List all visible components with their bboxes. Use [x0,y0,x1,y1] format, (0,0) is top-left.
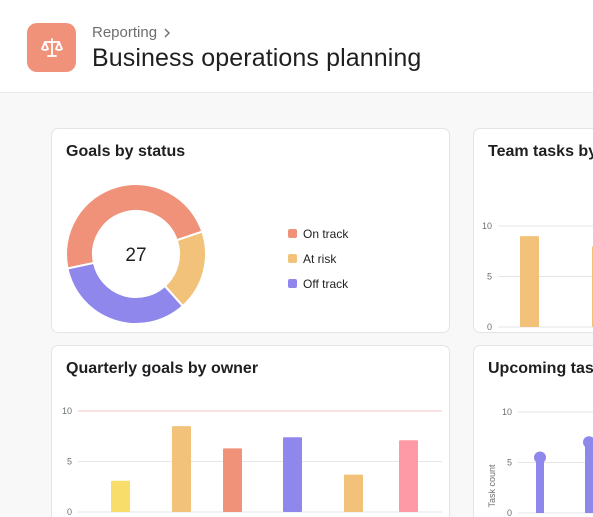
legend-item-off-track[interactable]: Off track [288,271,348,296]
y-tick-label: 5 [67,457,72,467]
legend-label: Off track [303,276,349,291]
y-tick-label: 5 [487,272,492,282]
breadcrumb[interactable]: Reporting [92,24,171,41]
chevron-right-icon [164,28,171,37]
y-tick-label: 5 [507,458,512,468]
card-title: Goals by status [66,143,186,160]
y-tick-label: 10 [62,406,72,416]
y-tick-label: 0 [487,322,492,332]
y-tick-label: 0 [67,507,72,517]
dashboard-canvas: Goals by status 27 On track At risk Off … [0,93,593,517]
upcoming-tasks-chart: Task count 0 5 10 [487,407,593,517]
project-icon[interactable] [27,23,76,72]
bar-low[interactable] [520,236,539,327]
lollipop-stem [536,457,544,513]
card-title: Team tasks by [488,143,593,160]
donut-center-label: 27 [125,245,146,266]
legend-swatch [288,279,297,288]
y-tick-label: 0 [507,508,512,517]
legend-swatch [288,254,297,263]
goals-by-status-card[interactable]: Goals by status 27 On track At risk Off … [51,128,450,333]
bar-4[interactable] [283,437,302,512]
card-title: Quarterly goals by owner [66,360,259,377]
donut-slice-on-track[interactable] [65,183,204,270]
scales-icon [40,37,63,57]
legend-swatch [288,229,297,238]
upcoming-tasks-card[interactable]: Upcoming tas Task count 0 5 10 [473,345,593,517]
legend-item-at-risk[interactable]: At risk [288,246,348,271]
bar-5[interactable] [344,474,363,512]
donut-chart: 27 [65,183,207,325]
team-tasks-card[interactable]: Team tasks by 0510LowM [473,128,593,333]
legend-label: At risk [303,251,337,266]
y-axis-label: Task count [487,464,497,508]
bar-2[interactable] [172,426,191,512]
bar-1[interactable] [111,480,130,512]
y-tick-label: 10 [502,407,512,417]
breadcrumb-label: Reporting [92,24,158,41]
chart-legend: On track At risk Off track [288,221,348,296]
quarterly-goals-chart: 0 5 10 [62,406,442,517]
lollipop-point[interactable] [534,451,546,464]
quarterly-goals-card[interactable]: Quarterly goals by owner 0 5 10 [51,345,450,517]
bar-3[interactable] [223,448,242,512]
legend-item-on-track[interactable]: On track [288,221,348,246]
team-tasks-chart: 0510LowM [482,221,593,332]
page-title: Business operations planning [92,44,422,72]
page-header: Reporting Business operations planning [0,0,593,93]
donut-slice-off-track[interactable] [66,261,185,325]
lollipop-point[interactable] [583,436,593,449]
bar-6[interactable] [399,440,418,512]
legend-label: On track [303,226,349,241]
card-title: Upcoming tas [488,360,593,377]
y-tick-label: 10 [482,221,492,231]
lollipop-stem [585,442,593,513]
